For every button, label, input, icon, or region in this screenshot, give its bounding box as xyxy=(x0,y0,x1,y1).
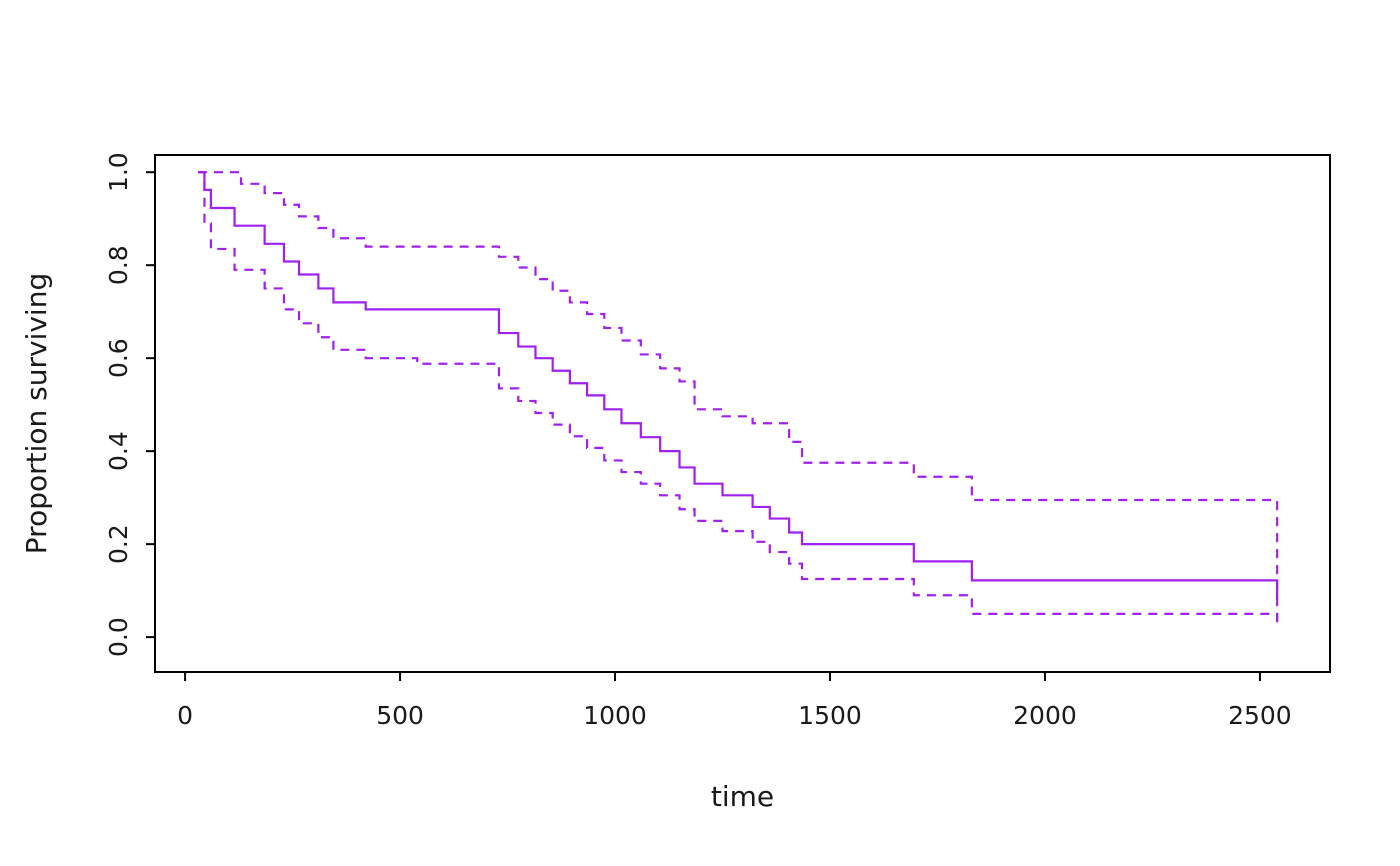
y-axis-tick-label: 0.8 xyxy=(104,245,133,285)
x-axis-tick-label: 2000 xyxy=(1013,701,1077,730)
x-axis-tick-label: 1000 xyxy=(583,701,647,730)
series-survival-estimate xyxy=(197,171,1279,600)
y-axis-title: Proportion surviving xyxy=(20,273,53,554)
y-axis-tick-label: 1.0 xyxy=(104,152,133,192)
x-axis-title: time xyxy=(711,780,774,813)
x-axis-tick-label: 0 xyxy=(177,701,193,730)
plot-frame xyxy=(154,154,1331,673)
y-axis-tick-label: 0.2 xyxy=(104,524,133,564)
series-lower-confidence-band xyxy=(197,171,1279,624)
y-axis-tick-label: 0.6 xyxy=(104,338,133,378)
y-axis-tick-label: 0.4 xyxy=(104,431,133,471)
y-axis-tick-label: 0.0 xyxy=(104,617,133,657)
x-axis-tick-label: 2500 xyxy=(1228,701,1292,730)
x-axis-tick-label: 500 xyxy=(376,701,424,730)
x-axis-tick-label: 1500 xyxy=(798,701,862,730)
series-upper-confidence-band xyxy=(197,171,1279,624)
